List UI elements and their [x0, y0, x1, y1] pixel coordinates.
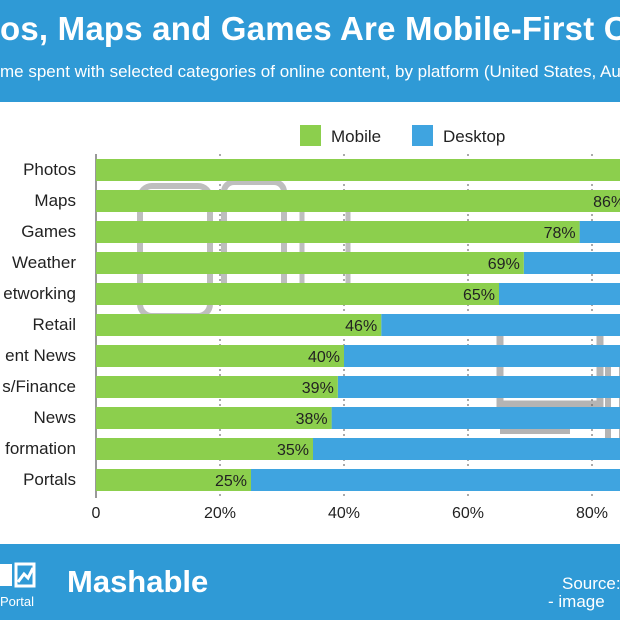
category-label: Retail — [33, 315, 76, 334]
category-labels: Photos Maps Games Weather etworking Retail ent… — [2, 160, 76, 489]
bar-desktop — [337, 376, 620, 398]
mashable-logo: Mashable — [67, 564, 209, 599]
source-label: Source: — [562, 574, 620, 593]
x-tick-label: 60% — [452, 505, 484, 522]
value-label: 35% — [277, 442, 309, 459]
category-label: formation — [5, 439, 76, 458]
source-value: - image — [548, 592, 605, 611]
bar-desktop — [313, 438, 620, 460]
chart: 86% 78% 69% 65% 46% 40% 39% 38% 35% 25% Photos Map… — [2, 125, 620, 522]
bar-desktop — [499, 283, 620, 305]
x-tick-label: 80% — [576, 505, 608, 522]
bar-desktop — [381, 314, 620, 336]
bar-mobile — [96, 407, 332, 429]
value-label: 86% — [593, 194, 620, 211]
value-labels: 86% 78% 69% 65% 46% 40% 39% 38% 35% 25% — [215, 194, 620, 490]
value-label: 38% — [296, 411, 328, 428]
category-label: Maps — [34, 191, 76, 210]
legend-swatch-mobile — [300, 125, 321, 146]
bar-desktop — [579, 221, 620, 243]
bars — [96, 159, 620, 491]
legend-label-mobile: Mobile — [331, 127, 381, 146]
bar-mobile — [96, 221, 580, 243]
chart-subtitle: me spent with selected categories of onl… — [0, 62, 620, 81]
bar-desktop — [344, 345, 620, 367]
value-label: 69% — [488, 256, 520, 273]
x-tick-label: 0 — [92, 505, 101, 522]
category-label: s/Finance — [2, 377, 76, 396]
value-label: 78% — [544, 225, 576, 242]
category-label: News — [33, 408, 76, 427]
legend-swatch-desktop — [412, 125, 433, 146]
category-label: Weather — [12, 253, 76, 272]
bar-mobile — [96, 345, 344, 367]
value-label: 46% — [345, 318, 377, 335]
bar-mobile — [96, 314, 382, 336]
category-label: ent News — [5, 346, 76, 365]
bar-mobile — [96, 376, 338, 398]
bar-mobile — [96, 190, 620, 212]
x-tick-label: 40% — [328, 505, 360, 522]
chart-footer: Portal Mashable Source: - image — [0, 544, 620, 620]
value-label: 39% — [302, 380, 334, 397]
bar-mobile — [96, 469, 251, 491]
chart-header: os, Maps and Games Are Mobile-First Co m… — [0, 0, 620, 102]
x-tick-label: 20% — [204, 505, 236, 522]
chart-title: os, Maps and Games Are Mobile-First Co — [0, 10, 620, 47]
x-axis-ticks: 0 20% 40% 60% 80% — [92, 505, 608, 522]
statista-logo-text: Portal — [0, 594, 34, 609]
bar-mobile — [96, 252, 524, 274]
legend-label-desktop: Desktop — [443, 127, 505, 146]
bar-desktop — [331, 407, 620, 429]
value-label: 25% — [215, 473, 247, 490]
legend: Mobile Desktop — [300, 125, 505, 146]
bar-desktop — [523, 252, 620, 274]
statista-logo-icon — [0, 562, 36, 588]
bar-mobile — [96, 159, 620, 181]
bar-mobile — [96, 438, 313, 460]
category-label: Portals — [23, 470, 76, 489]
value-label: 40% — [308, 349, 340, 366]
bar-mobile — [96, 283, 499, 305]
value-label: 65% — [463, 287, 495, 304]
category-label: etworking — [3, 284, 76, 303]
category-label: Photos — [23, 160, 76, 179]
category-label: Games — [21, 222, 76, 241]
bar-desktop — [251, 469, 620, 491]
